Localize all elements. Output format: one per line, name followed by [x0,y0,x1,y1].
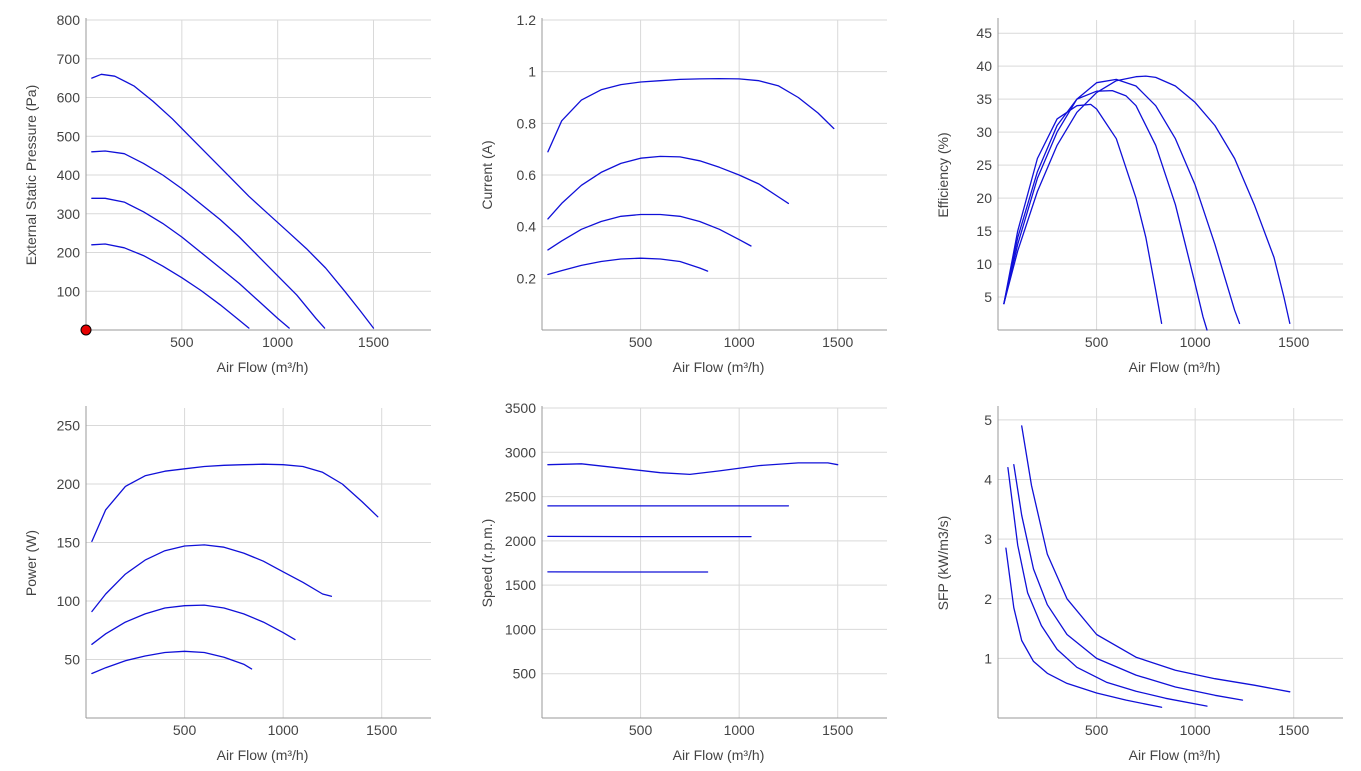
x-tick-label: 1500 [822,334,853,350]
series-line-1 [1003,75,1291,325]
y-tick-label: 700 [57,51,81,67]
y-tick-label: 100 [57,593,81,609]
series-line-3 [547,213,752,251]
x-tick-label: 1000 [724,334,755,350]
x-tick-label: 500 [1085,722,1109,738]
series-line-1 [91,73,375,329]
chart-panel-4: 500 1000 1500 50 100 150 200 250 Air Flow (m³/h)… [23,406,431,763]
series-line-1 [1021,425,1291,693]
x-tick-label: 500 [629,722,653,738]
x-tick-label: 1500 [366,722,397,738]
series-line-3 [91,197,290,329]
y-axis-label: Efficiency (%) [935,132,951,217]
y-tick-label: 20 [976,190,992,206]
y-tick-label: 0.2 [517,270,537,286]
y-tick-label: 0.6 [517,167,537,183]
series-line-3 [1007,466,1208,707]
chart-panel-1: 500 1000 1500 100 200 300 400 500 600 700 800 Air F… [23,12,431,375]
y-tick-label: 600 [57,90,81,106]
y-tick-label: 45 [976,25,992,41]
series-line-1 [547,77,835,153]
y-tick-label: 0.8 [517,115,537,131]
x-tick-label: 1000 [1180,722,1211,738]
x-axis-label: Air Flow (m³/h) [1129,359,1221,375]
series-line-2 [1013,463,1244,701]
y-tick-label: 800 [57,12,81,28]
x-tick-label: 500 [629,334,653,350]
series-line-4 [547,257,709,276]
x-tick-label: 1000 [724,722,755,738]
x-tick-label: 1500 [822,722,853,738]
y-tick-label: 2000 [505,533,536,549]
x-tick-label: 500 [173,722,197,738]
chart-panel-5: 500 1000 1500 500 1000 1500 2000 2500 3000 3500 Ai… [479,400,887,763]
x-tick-label: 500 [1085,334,1109,350]
series-line-2 [547,155,790,220]
series-line-3 [91,604,296,645]
series-line-4 [91,243,250,329]
series-line-4 [1003,103,1163,325]
operating-point-marker[interactable] [80,324,92,336]
y-tick-label: 35 [976,91,992,107]
series-line-4 [1005,547,1163,708]
series-line-1 [547,462,839,476]
y-tick-label: 50 [64,652,80,668]
y-tick-label: 250 [57,418,81,434]
y-tick-label: 3500 [505,400,536,416]
chart-panel-3: 500 1000 1500 5 10 15 20 25 30 35 40 45 Air Flow (m³… [935,18,1343,375]
y-tick-label: 25 [976,157,992,173]
y-tick-label: 1500 [505,577,536,593]
series-line-1 [91,463,379,543]
y-tick-label: 5 [984,412,992,428]
y-axis-label: Current (A) [479,140,495,209]
y-tick-label: 300 [57,206,81,222]
series-line-2 [91,150,326,329]
x-tick-label: 1000 [1180,334,1211,350]
y-tick-label: 1 [984,650,992,666]
x-tick-label: 500 [170,334,194,350]
y-axis-label: External Static Pressure (Pa) [23,85,39,266]
y-tick-label: 1000 [505,621,536,637]
x-tick-label: 1500 [1278,334,1309,350]
series-line-4 [91,650,253,675]
y-tick-label: 1 [528,64,536,80]
y-tick-label: 40 [976,58,992,74]
y-tick-label: 0.4 [517,219,537,235]
y-tick-label: 1.2 [517,12,537,28]
x-tick-label: 1000 [268,722,299,738]
chart-panel-6: 500 1000 1500 1 2 3 4 5 Air Flow (m³/h) SFP (kW/m… [935,406,1343,763]
x-axis-label: Air Flow (m³/h) [673,359,765,375]
y-tick-label: 5 [984,289,992,305]
y-tick-label: 15 [976,223,992,239]
x-tick-label: 1000 [262,334,293,350]
y-tick-label: 2 [984,591,992,607]
y-tick-label: 4 [984,472,992,488]
x-axis-label: Air Flow (m³/h) [217,359,309,375]
y-axis-label: Speed (r.p.m.) [479,519,495,608]
y-tick-label: 400 [57,167,81,183]
chart-panel-2: 500 1000 1500 0.2 0.4 0.6 0.8 1 1.2 Air Flow (m³/… [479,12,887,375]
y-tick-label: 3 [984,531,992,547]
y-tick-label: 2500 [505,489,536,505]
x-axis-label: Air Flow (m³/h) [217,747,309,763]
y-tick-label: 200 [57,245,81,261]
x-axis-label: Air Flow (m³/h) [673,747,765,763]
y-tick-label: 200 [57,476,81,492]
y-axis-label: Power (W) [23,530,39,596]
x-tick-label: 1500 [358,334,389,350]
y-tick-label: 500 [57,128,81,144]
y-tick-label: 3000 [505,444,536,460]
y-tick-label: 500 [513,666,537,682]
x-axis-label: Air Flow (m³/h) [1129,747,1221,763]
y-tick-label: 150 [57,535,81,551]
series-line-2 [91,544,333,613]
y-tick-label: 100 [57,283,81,299]
x-tick-label: 1500 [1278,722,1309,738]
y-tick-label: 10 [976,256,992,272]
y-axis-label: SFP (kW/m3/s) [935,516,951,611]
y-tick-label: 30 [976,124,992,140]
series-line-2 [1003,78,1241,325]
series-line-3 [1003,89,1208,331]
